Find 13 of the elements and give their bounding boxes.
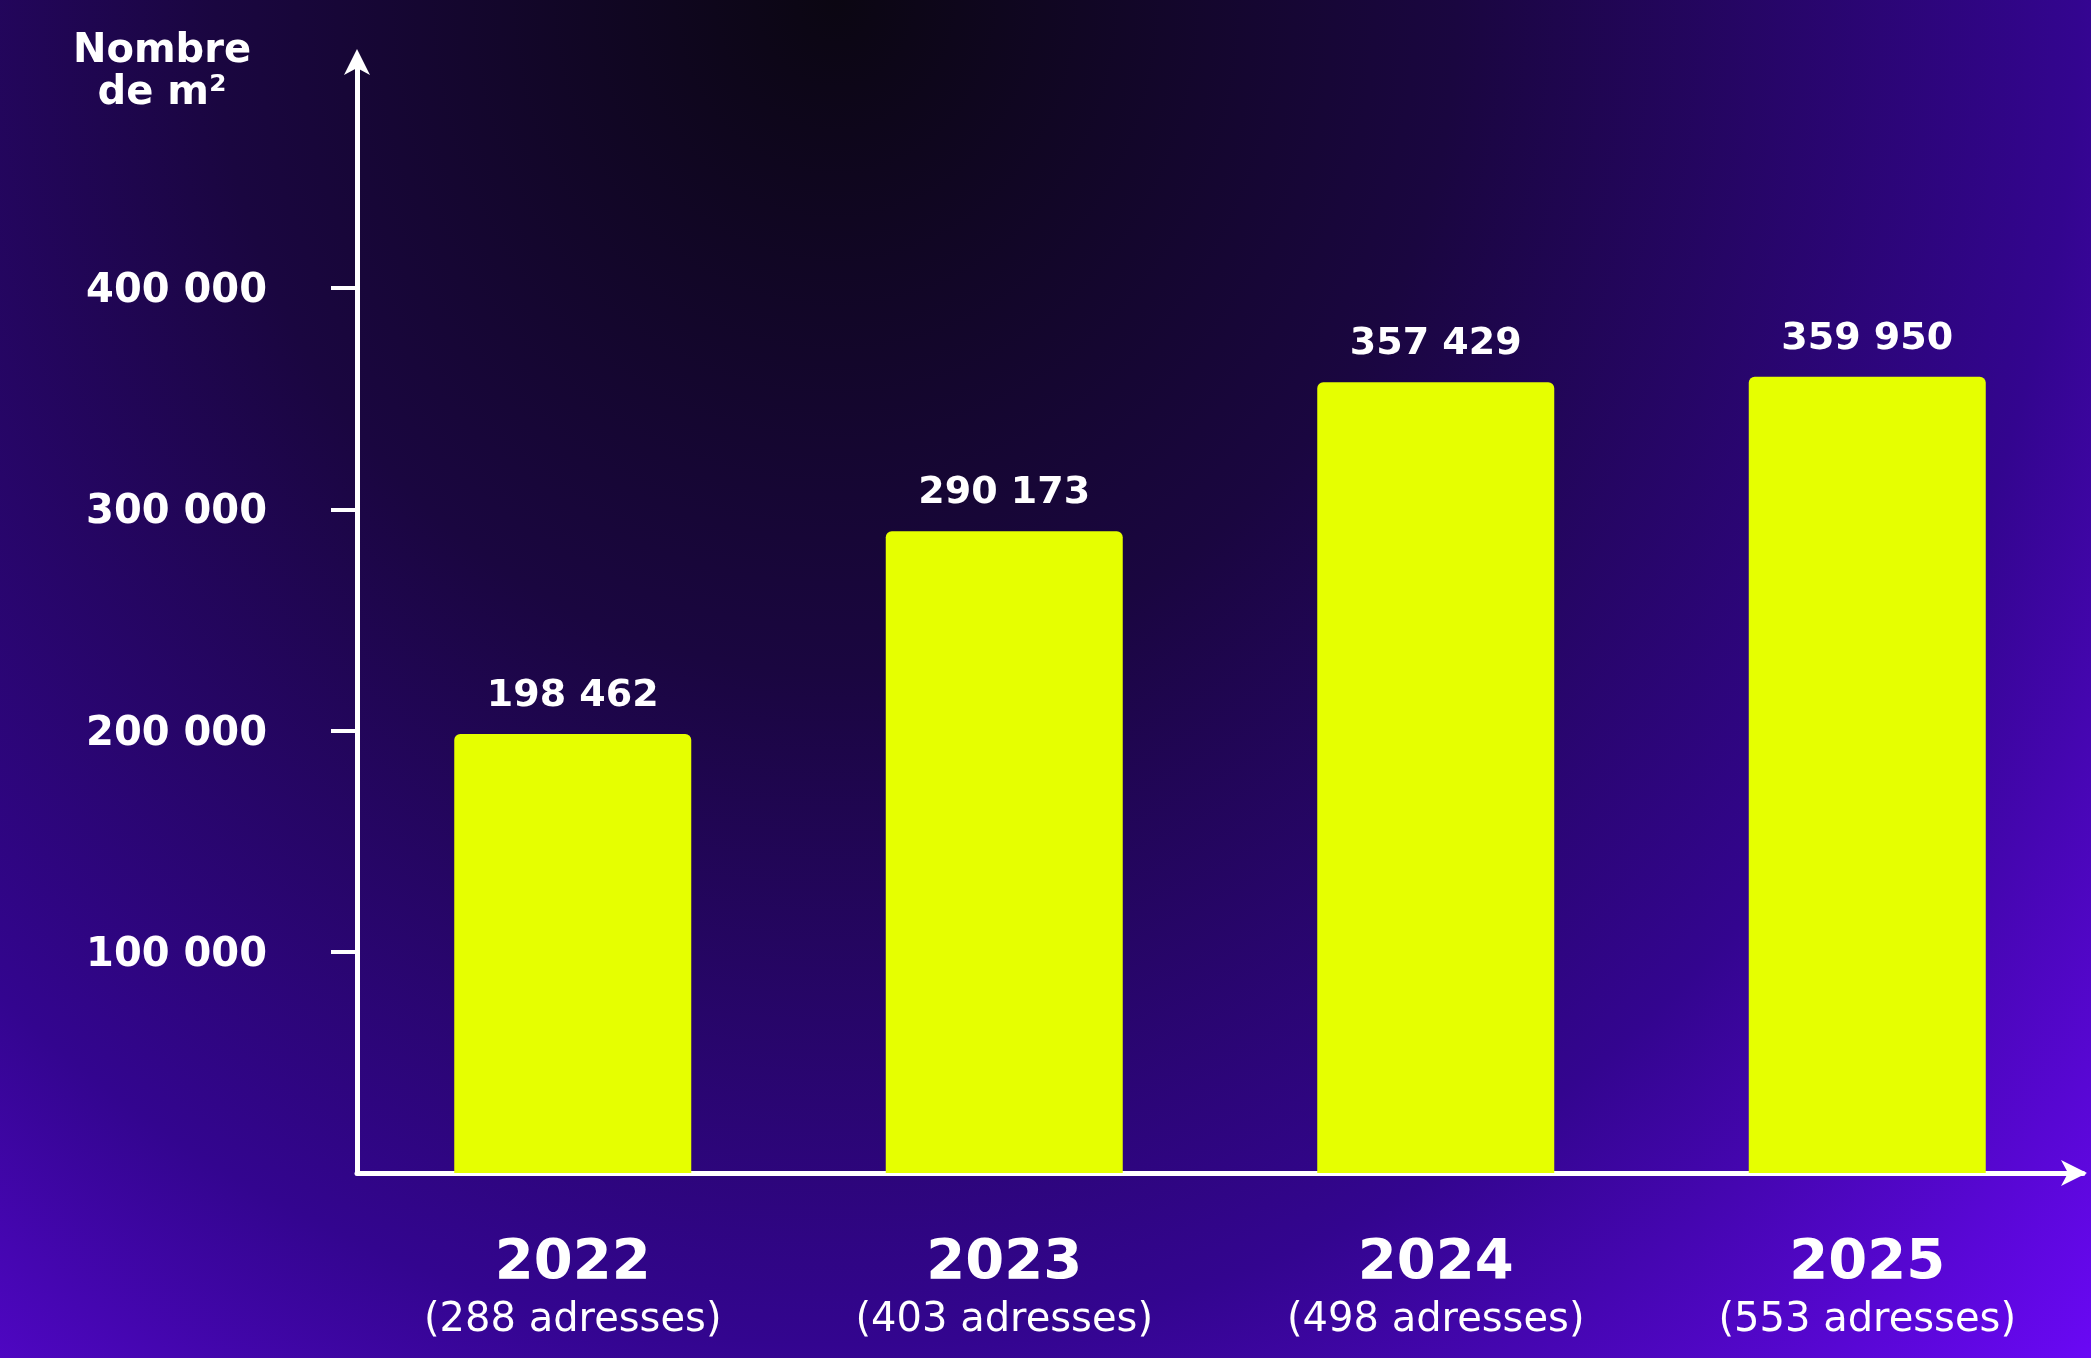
- x-tick-label: 2022 (288 adresses): [424, 1225, 722, 1340]
- data-label: 359 950: [1781, 313, 1954, 358]
- y-axis-title: Nombre de m²: [72, 25, 252, 113]
- y-tick-label: 100 000: [86, 928, 267, 975]
- y-tick-label: 300 000: [86, 486, 267, 533]
- x-tick-label: 2025 (553 adresses): [1718, 1225, 2016, 1340]
- x-tick-label: 2024 (498 adresses): [1287, 1225, 1585, 1340]
- y-tick-label: 400 000: [86, 265, 267, 312]
- x-tick-label: 2023 (403 adresses): [855, 1225, 1153, 1340]
- data-label: 357 429: [1349, 319, 1522, 364]
- data-label: 198 462: [486, 671, 659, 715]
- data-label: 290 173: [918, 468, 1091, 513]
- y-tick-label: 200 000: [86, 707, 267, 754]
